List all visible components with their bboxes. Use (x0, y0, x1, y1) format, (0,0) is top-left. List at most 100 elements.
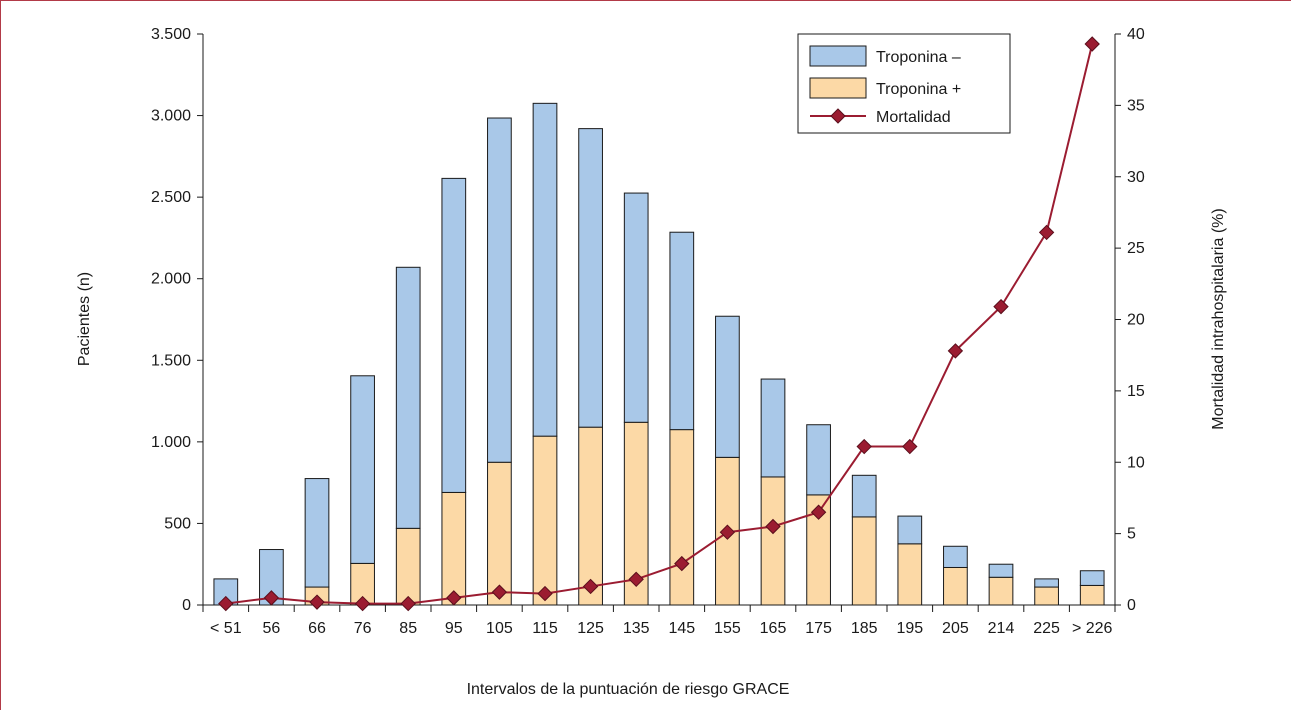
legend-swatch (809, 77, 867, 99)
legend: Troponina – Troponina + Mortalidad (797, 33, 1011, 134)
y2-tick-label: 35 (1127, 97, 1145, 114)
mortality-point (263, 590, 280, 606)
y2-tick-label: 20 (1127, 312, 1145, 329)
bar-troponina-neg (806, 424, 831, 496)
x-tick-label: 85 (399, 620, 417, 637)
x-tick-label: 115 (532, 620, 558, 637)
y-tick-label: 0 (182, 597, 191, 614)
x-tick-label: 185 (851, 620, 878, 637)
bar-troponina-pos (441, 491, 467, 606)
bar-troponina-pos (897, 543, 923, 606)
mortality-point (354, 595, 371, 612)
y-axis-title: Pacientes (n) (76, 272, 93, 366)
mortality-point (491, 584, 508, 600)
bar-troponina-pos (395, 527, 421, 606)
mortality-point (902, 438, 918, 455)
bar-troponina-pos (1034, 586, 1059, 606)
mortality-point (1038, 224, 1055, 241)
bar-troponina-neg (669, 231, 695, 431)
x-tick-label: 225 (1033, 620, 1060, 637)
mortality-point (582, 578, 599, 595)
y2-tick-label: 10 (1127, 454, 1145, 471)
mortality-point (993, 298, 1009, 315)
y-tick-label: 3.000 (151, 108, 191, 125)
x-tick-label: 175 (805, 620, 832, 637)
bar-troponina-pos (1079, 584, 1105, 606)
y2-axis-title: Mortalidad intrahospitalaria (%) (1210, 208, 1227, 429)
mortality-point (674, 555, 690, 572)
mortality-point (628, 571, 644, 588)
mortality-point (446, 590, 462, 606)
mortality-point (309, 594, 325, 610)
bar-troponina-neg (851, 474, 877, 518)
bar-troponina-pos (669, 429, 695, 606)
bar-troponina-pos (487, 461, 512, 606)
x-tick-label: 205 (942, 620, 969, 637)
y-tick-label: 2.500 (151, 189, 191, 206)
legend-label: Troponina + (876, 81, 961, 98)
x-tick-label: 135 (623, 620, 650, 637)
bars-layer (213, 102, 1105, 606)
bar-troponina-neg (441, 177, 467, 493)
bar-troponina-neg (1034, 578, 1059, 588)
mortality-point (400, 595, 416, 612)
mortality-point (719, 524, 736, 540)
x-tick-label: 155 (714, 620, 741, 637)
bar-troponina-pos (851, 516, 877, 606)
x-tick-label: 95 (445, 620, 463, 637)
x-axis-title: Intervalos de la puntuación de riesgo GR… (467, 681, 790, 698)
x-tick-label: 56 (263, 620, 281, 637)
bar-troponina-neg (760, 378, 786, 478)
bar-troponina-neg (532, 102, 558, 437)
y-tick-label: 2.000 (151, 271, 191, 288)
x-tick-label: 165 (760, 620, 787, 637)
bar-troponina-neg (943, 545, 968, 568)
y2-tick-label: 30 (1127, 169, 1145, 186)
y2-tick-label: 25 (1127, 240, 1145, 257)
y-tick-label: 1.500 (151, 352, 191, 369)
axes-layer: 0 500 1.000 1.500 2.000 2.500 3.000 3.500 0 5 10 15… (151, 26, 1145, 637)
bar-troponina-pos (760, 476, 786, 606)
bar-troponina-pos (532, 435, 558, 606)
bar-troponina-neg (304, 478, 330, 588)
y2-tick-label: 15 (1127, 383, 1145, 400)
x-tick-label: 125 (577, 620, 604, 637)
x-tick-label: 105 (486, 620, 513, 637)
mortality-point (947, 343, 964, 359)
bar-troponina-neg (395, 266, 421, 529)
mortality-point (218, 595, 234, 612)
bar-troponina-neg (1079, 570, 1105, 586)
mortality-point (765, 518, 781, 535)
legend-marker (830, 108, 846, 124)
legend-label: Troponina – (876, 49, 961, 66)
bar-troponina-neg (350, 375, 375, 564)
y-tick-label: 500 (164, 515, 191, 532)
mortality-point (856, 438, 872, 455)
y2-tick-label: 5 (1127, 526, 1136, 543)
bar-troponina-neg (487, 117, 512, 463)
bar-troponina-pos (988, 576, 1014, 606)
legend-swatch (809, 45, 867, 67)
mortality-point (810, 504, 827, 520)
y2-tick-label: 0 (1127, 597, 1136, 614)
mortality-point (1084, 36, 1100, 52)
x-tick-label: 76 (354, 620, 372, 637)
y-tick-label: 3.500 (151, 26, 191, 43)
bar-troponina-pos (578, 426, 603, 606)
x-tick-label: 195 (896, 620, 923, 637)
x-tick-label: < 51 (210, 620, 242, 637)
y-tick-label: 1.000 (151, 434, 191, 451)
bar-troponina-neg (578, 128, 603, 428)
bar-troponina-neg (623, 192, 649, 423)
mortality-point (537, 585, 553, 602)
bar-troponina-neg (715, 315, 740, 458)
mortality-line-layer (218, 36, 1100, 612)
x-tick-label: 66 (308, 620, 326, 637)
bar-troponina-neg (897, 515, 923, 545)
legend-label: Mortalidad (876, 109, 951, 126)
x-tick-label: > 226 (1072, 620, 1113, 637)
x-tick-label: 145 (668, 620, 695, 637)
y2-tick-label: 40 (1127, 26, 1145, 43)
